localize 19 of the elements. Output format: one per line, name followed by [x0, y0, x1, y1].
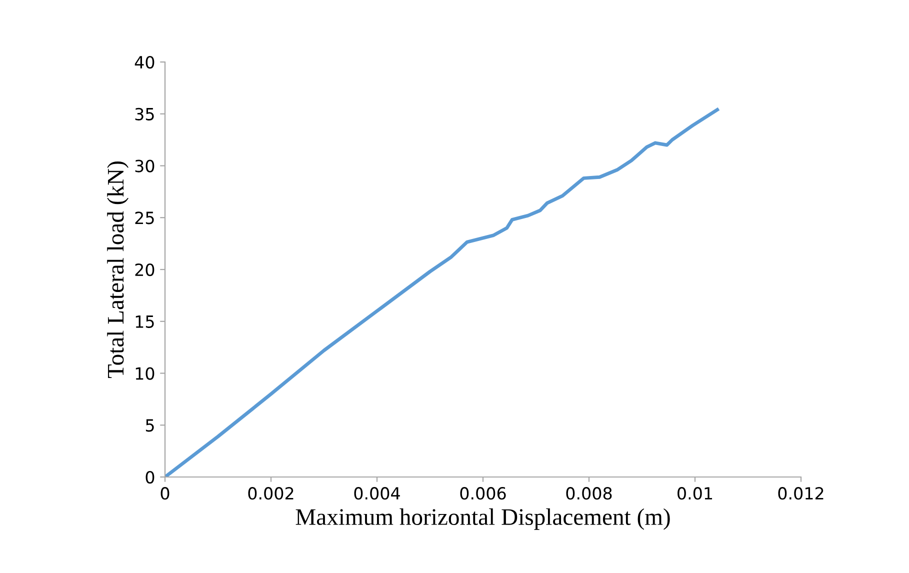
y-tick-label: 25 — [135, 212, 154, 224]
y-tick-label: 15 — [136, 316, 154, 328]
x-tick-label: 0.006 — [460, 487, 506, 500]
x-axis-title: Maximum horizontal Displacement (m) — [296, 508, 670, 530]
y-axis-title: Total Lateral load (kN) — [107, 162, 129, 378]
y-tick-label: 20 — [135, 263, 154, 276]
y-tick-label: 0 — [146, 470, 154, 484]
y-tick-label: 10 — [136, 367, 154, 380]
x-tick-label: 0.004 — [354, 487, 400, 500]
x-tick-label: 0 — [160, 487, 170, 500]
y-tick-label: 30 — [135, 160, 154, 172]
x-tick-label: 0.01 — [678, 487, 712, 500]
x-tick-label: 0.012 — [778, 487, 824, 500]
x-tick-label: 0.008 — [566, 487, 612, 500]
y-tick-label: 35 — [135, 108, 154, 120]
x-tick-label: 0.002 — [248, 487, 294, 500]
line-series — [165, 108, 719, 477]
y-tick-label: 5 — [146, 419, 154, 432]
y-tick-label: 40 — [134, 56, 154, 69]
